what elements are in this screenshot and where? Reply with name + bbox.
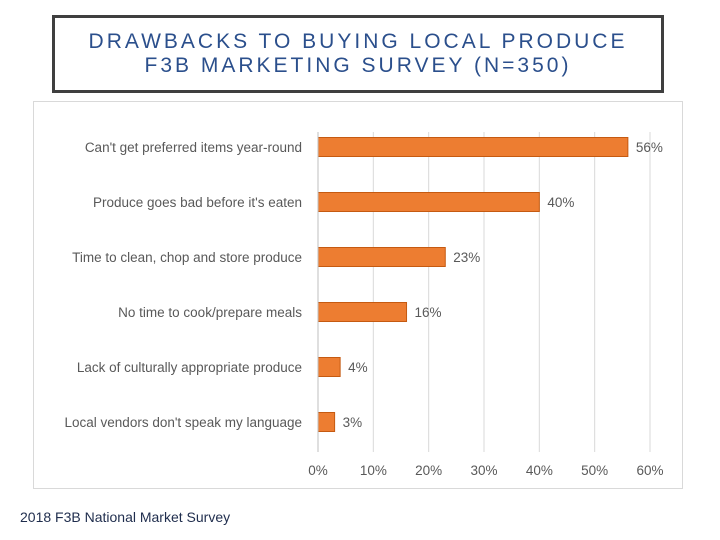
data-label: 40%: [547, 195, 574, 210]
category-label: Produce goes bad before it's eaten: [93, 195, 302, 210]
x-tick-label: 20%: [415, 463, 442, 478]
x-tick-label: 40%: [526, 463, 553, 478]
title-line-2: F3B MARKETING SURVEY (N=350): [144, 54, 572, 77]
bar-chart: Can't get preferred items year-round 56% P…: [65, 132, 664, 478]
bar: [317, 137, 629, 157]
data-label: 16%: [415, 305, 442, 320]
x-tick-label: 0%: [308, 463, 328, 478]
title-line-1: DRAWBACKS TO BUYING LOCAL PRODUCE: [88, 30, 628, 53]
category-label: Can't get preferred items year-round: [85, 140, 302, 155]
source-footnote: 2018 F3B National Market Survey: [20, 509, 231, 525]
x-tick-label: 60%: [636, 463, 663, 478]
bar: [317, 247, 446, 267]
x-tick-label: 10%: [360, 463, 387, 478]
data-label: 4%: [348, 360, 368, 375]
bar: [317, 357, 341, 377]
data-label: 56%: [636, 140, 663, 155]
category-label: Lack of culturally appropriate produce: [77, 360, 302, 375]
category-label: No time to cook/prepare meals: [118, 305, 302, 320]
category-label: Time to clean, chop and store produce: [72, 250, 302, 265]
bar: [317, 302, 408, 322]
x-tick-label: 50%: [581, 463, 608, 478]
x-tick-label: 30%: [470, 463, 497, 478]
title-box: DRAWBACKS TO BUYING LOCAL PRODUCE F3B MA…: [52, 15, 664, 93]
chart-frame: Can't get preferred items year-round 56% P…: [33, 101, 683, 489]
bar: [317, 192, 540, 212]
bar: [317, 412, 336, 432]
category-label: Local vendors don't speak my language: [65, 415, 302, 430]
data-label: 3%: [343, 415, 363, 430]
data-label: 23%: [453, 250, 480, 265]
